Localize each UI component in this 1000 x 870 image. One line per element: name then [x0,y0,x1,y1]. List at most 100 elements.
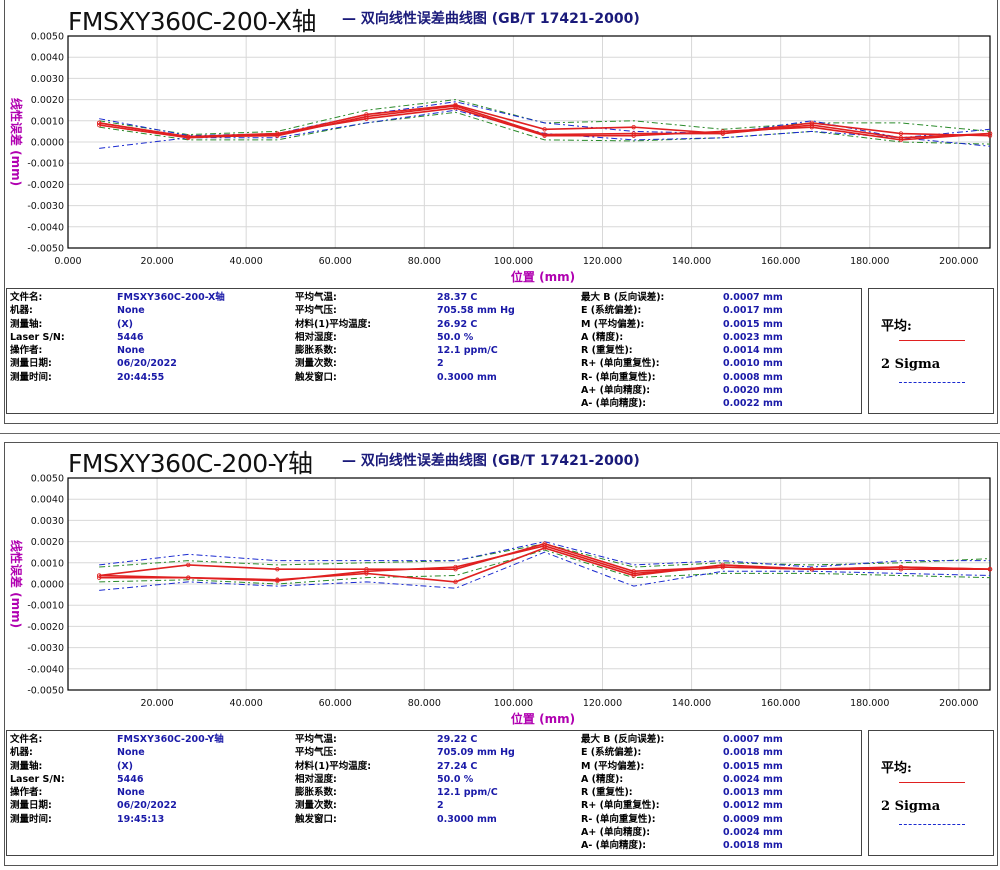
info-col1-labels: 文件名: 机器: 测量轴: Laser S/N: 操作者: 测量日期: 测量时间: [10,291,65,384]
y-tick-label: -0.0030 [27,201,64,212]
panel-divider [0,433,1000,434]
info-label: 平均气压: [295,747,337,759]
info-value: None [117,747,145,759]
info-value: 0.0012 mm [723,800,783,812]
x-axis-panel: FMSXY360C-200-X轴 — 双向线性误差曲线图 (GB/T 17421… [0,0,1000,428]
plot-area [67,477,991,691]
info-label: M (平均偏差): [581,318,645,330]
y-tick-label: 0.0020 [31,537,64,548]
data-point [809,566,815,572]
info-value: 0.0022 mm [723,398,783,410]
info-value: None [117,787,145,799]
data-point [987,131,993,136]
data-point [542,541,547,546]
data-point [631,569,636,574]
info-col2-values: 29.22 C 705.09 mm Hg 27.24 C 50.0 % 12.1 ppm… [437,733,515,826]
x-tick-label: 140.000 [672,256,711,267]
info-col3-values: 0.0007 mm 0.0018 mm 0.0015 mm 0.0024 mm 0.00… [723,733,783,853]
info-label: 材料(1)平均温度: [295,318,372,330]
data-point [631,133,636,138]
series-line-sigma_blue-4 [99,101,991,139]
info-value: 12.1 ppm/C [437,787,498,799]
data-point [364,112,369,117]
info-label: R- (单向重复性): [581,813,656,825]
info-label: 触发窗口: [295,813,337,825]
data-point [453,102,458,108]
x-tick-label: 40.000 [230,256,263,267]
info-label: 触发窗口: [295,371,337,383]
info-col1-values: FMSXY360C-200-X轴 None (X) 5446 None 06/20/202… [117,291,225,384]
info-value: 2 [437,800,444,812]
info-label: 材料(1)平均温度: [295,760,372,772]
y-axis-label: 线性误差 (mm) [9,540,24,628]
info-label: 测量时间: [10,813,52,825]
y-tick-label: 0.0000 [31,138,64,149]
x-linear-error-chart: 0.0050 0.0040 0.0030 0.0020 0.0010 0.0000 -0.0… [9,32,993,284]
data-point [720,129,725,134]
y-tick-label: -0.0030 [27,643,64,654]
y-tick-label: 0.0040 [31,495,64,506]
info-value: 0.0018 mm [723,747,783,759]
chart-subtitle: — 双向线性误差曲线图 (GB/T 17421-2000) [342,11,640,27]
info-value: 0.0008 mm [723,371,783,383]
info-value: 0.3000 mm [437,371,497,383]
data-point [631,573,636,578]
info-label: Laser S/N: [10,331,65,343]
info-col2-values: 28.37 C 705.58 mm Hg 26.92 C 50.0 % 12.1 ppm… [437,291,515,384]
y-tick-label: 0.0000 [31,580,64,591]
info-col2-labels: 平均气温: 平均气压: 材料(1)平均温度: 相对湿度: 膨胀系数: 测量次数: 触发窗口: [295,733,371,826]
y-tick-label: 0.0050 [31,474,64,485]
info-value: 0.0017 mm [723,305,783,317]
info-value: 705.58 mm Hg [437,305,515,317]
x-tick-label: 160.000 [761,256,800,267]
info-value: 0.0024 mm [723,773,783,785]
info-value: 0.0020 mm [723,385,783,397]
y-tick-label: 0.0040 [31,53,64,64]
x-tick-label: 20.000 [140,698,173,709]
info-label: 测量次数: [295,800,337,812]
info-label: A- (单向精度): [581,840,647,852]
y-tick-label: -0.0010 [27,601,64,612]
info-label: Laser S/N: [10,773,65,785]
info-label: E (系统偏差): [581,305,642,317]
x-tick-label: 60.000 [319,256,352,267]
measurement-info-table: 文件名: 机器: 测量轴: Laser S/N: 操作者: 测量日期: 测量时间: FMSX… [6,288,862,414]
info-col1-labels: 文件名: 机器: 测量轴: Laser S/N: 操作者: 测量日期: 测量时间: [10,733,65,826]
data-point [453,566,458,572]
data-point [96,120,102,126]
series-line-sigma_green-6 [99,111,991,145]
info-value: 0.0015 mm [723,318,783,330]
info-value: 19:45:13 [117,813,165,825]
y-tick-label: -0.0020 [27,622,64,633]
info-label: R- (单向重复性): [581,371,656,383]
x-tick-label: 180.000 [850,256,889,267]
chart-title: FMSXY360C-200-Y轴 [68,449,313,478]
plot-area [67,35,991,249]
data-point [809,120,815,126]
info-value: 705.09 mm Hg [437,747,515,759]
data-point [898,137,904,143]
y-tick-label: 0.0010 [31,116,64,127]
info-label: 平均气温: [295,292,337,303]
info-value: 0.0024 mm [723,827,783,839]
data-point [275,577,280,582]
x-tick-label: 180.000 [850,698,889,709]
info-label: A (精度): [581,331,624,343]
info-label: 最大 B (反向误差): [581,292,665,303]
info-label: 测量时间: [10,371,52,383]
info-value: 06/20/2022 [117,358,177,370]
info-label: E (系统偏差): [581,747,642,759]
x-tick-label: 60.000 [319,698,352,709]
info-value: FMSXY360C-200-Y轴 [117,734,224,745]
info-value: 12.1 ppm/C [437,345,498,357]
info-label: 文件名: [10,292,43,303]
data-point [364,566,369,572]
data-point [720,562,725,568]
info-label: 平均气压: [295,305,337,317]
info-col3-labels: 最大 B (反向误差): E (系统偏差): M (平均偏差): A (精度): R (… [581,291,664,411]
x-tick-label: 160.000 [761,698,800,709]
y-tick-label: 0.0010 [31,558,64,569]
legend-mean-label: 平均: [881,319,912,334]
info-value: 26.92 C [437,318,478,330]
info-label: 测量次数: [295,358,337,370]
